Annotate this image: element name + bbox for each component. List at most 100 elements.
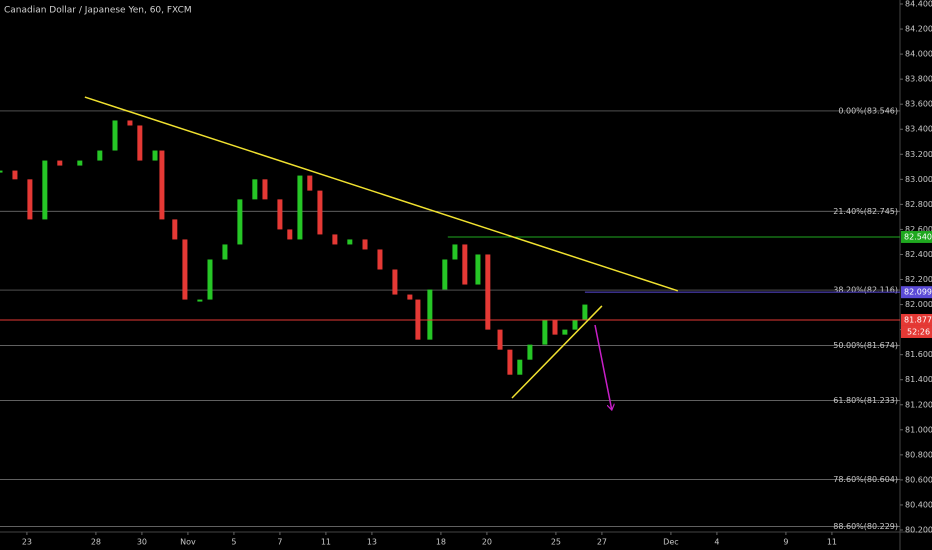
price-label: 82.099 xyxy=(904,288,932,297)
x-tick-label: Dec xyxy=(663,538,678,547)
chart-title: Canadian Dollar / Japanese Yen, 60, FXCM xyxy=(4,6,192,16)
y-tick-label: 81.600 xyxy=(905,350,932,359)
trendline xyxy=(511,305,603,399)
x-tick-label: 11 xyxy=(321,538,331,547)
candle xyxy=(207,259,213,300)
candle xyxy=(442,259,448,290)
candle xyxy=(197,299,203,302)
candle xyxy=(517,359,523,375)
candle xyxy=(552,319,558,335)
countdown-label: 52:26 xyxy=(907,327,930,336)
candle xyxy=(237,199,243,245)
y-tick-label: 83.200 xyxy=(905,150,932,159)
candle xyxy=(392,269,398,295)
candle xyxy=(97,150,103,161)
candle xyxy=(452,244,458,260)
candle xyxy=(77,160,83,166)
y-tick-label: 81.400 xyxy=(905,375,932,384)
x-tick-label: 27 xyxy=(597,538,607,547)
candle xyxy=(475,254,481,285)
fib-label: 61.80%(81.233) xyxy=(833,396,898,405)
candle xyxy=(182,239,188,300)
fib-label: 21.40%(82.745) xyxy=(833,207,898,216)
candle xyxy=(377,249,383,270)
price-label-box xyxy=(901,230,932,243)
y-tick-label: 84.000 xyxy=(905,50,932,59)
candle xyxy=(582,304,588,320)
fib-label: 88.60%(80.229) xyxy=(833,522,898,531)
y-tick-label: 83.600 xyxy=(905,100,932,109)
candle xyxy=(497,329,503,350)
candle xyxy=(127,120,133,126)
price-label-box xyxy=(901,286,932,299)
fib-label: 50.00%(81.674) xyxy=(833,341,898,350)
trendline xyxy=(84,96,679,292)
candle xyxy=(485,254,491,330)
y-tick-label: 80.800 xyxy=(905,450,932,459)
x-tick-label: 30 xyxy=(137,538,147,547)
y-tick-label: 80.600 xyxy=(905,475,932,484)
candle xyxy=(332,234,338,245)
x-tick-label: 25 xyxy=(551,538,561,547)
x-tick-label: 20 xyxy=(482,538,492,547)
price-label-box xyxy=(901,313,932,326)
y-tick-label: 84.200 xyxy=(905,25,932,34)
x-tick-label: 28 xyxy=(91,538,101,547)
candle xyxy=(277,199,283,230)
candle xyxy=(297,175,303,240)
candle xyxy=(527,344,533,360)
candle xyxy=(317,190,323,235)
candle xyxy=(252,179,258,200)
x-tick-label: 5 xyxy=(231,538,236,547)
candle xyxy=(347,239,353,245)
y-tick-label: 82.800 xyxy=(905,200,932,209)
y-tick-label: 80.400 xyxy=(905,500,932,509)
y-tick-label: 82.600 xyxy=(905,225,932,234)
candle xyxy=(362,239,368,250)
x-tick-label: 9 xyxy=(783,538,788,547)
candle xyxy=(562,329,568,335)
y-tick-label: 81.000 xyxy=(905,425,932,434)
candle xyxy=(159,150,165,220)
y-tick-label: 81.200 xyxy=(905,400,932,409)
candle xyxy=(222,244,228,260)
candle xyxy=(12,170,18,180)
candle xyxy=(307,175,313,191)
candle xyxy=(542,319,548,345)
candle xyxy=(287,229,293,240)
x-tick-label: 4 xyxy=(714,538,719,547)
x-tick-label: 11 xyxy=(827,538,837,547)
candle xyxy=(57,160,63,166)
candle xyxy=(137,125,143,161)
x-tick-label: 18 xyxy=(436,538,446,547)
fib-label: 78.60%(80.604) xyxy=(833,475,898,484)
candle xyxy=(152,150,158,161)
price-label: 82.540 xyxy=(904,232,932,241)
candle xyxy=(112,120,118,151)
y-tick-label: 83.800 xyxy=(905,75,932,84)
candle xyxy=(42,160,48,220)
y-tick-label: 82.000 xyxy=(905,300,932,309)
y-tick-label: 84.400 xyxy=(905,0,932,9)
candle xyxy=(262,179,268,200)
x-tick-label: 23 xyxy=(22,538,32,547)
candle xyxy=(172,219,178,240)
y-tick-label: 82.200 xyxy=(905,275,932,284)
countdown-box xyxy=(901,325,932,338)
y-tick-label: 83.000 xyxy=(905,175,932,184)
candle xyxy=(572,319,578,330)
y-tick-label: 80.200 xyxy=(905,525,932,534)
x-tick-label: 7 xyxy=(277,538,282,547)
candle xyxy=(462,244,468,285)
x-tick-label: 13 xyxy=(367,538,377,547)
candle xyxy=(507,349,513,375)
candle xyxy=(407,294,413,300)
y-tick-label: 82.400 xyxy=(905,250,932,259)
price-label: 81.877 xyxy=(904,315,932,324)
fib-label: 0.00%(83.546) xyxy=(838,106,898,115)
candle xyxy=(427,289,433,340)
candle xyxy=(0,170,3,173)
y-tick-label: 83.400 xyxy=(905,125,932,134)
